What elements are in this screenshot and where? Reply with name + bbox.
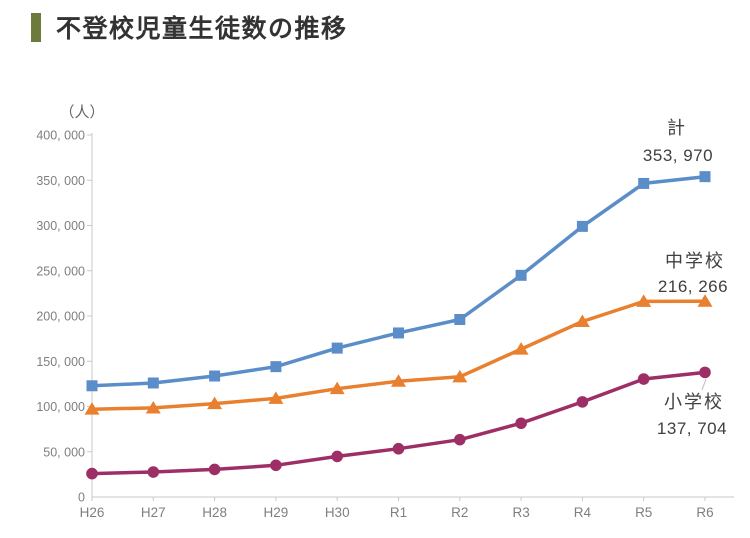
x-tick-label: R5 [635, 505, 652, 520]
data-point-triangle [329, 381, 345, 395]
series-label-total: 計 [667, 118, 687, 138]
x-tick-label: R2 [451, 505, 468, 520]
data-point-circle [270, 459, 282, 472]
y-tick-label: 50, 000 [43, 445, 85, 459]
data-point-circle [515, 417, 527, 430]
data-point-square [209, 370, 221, 382]
y-tick-label: 350, 000 [36, 174, 85, 188]
series-label-junior-high: 中学校 [665, 251, 725, 271]
x-tick-label: H28 [202, 505, 227, 520]
data-point-triangle [268, 391, 284, 404]
y-tick-label: 150, 000 [36, 355, 85, 369]
series-value-junior-high: 216, 266 [658, 277, 728, 296]
series-label-elementary: 小学校 [664, 392, 724, 412]
y-axis-unit-label: （人） [59, 104, 104, 121]
data-point-triangle [636, 294, 652, 307]
x-tick-label: R3 [512, 505, 529, 520]
x-tick-label: H27 [141, 505, 166, 520]
data-point-square [270, 361, 282, 373]
elementary-label-leader-line [701, 378, 707, 391]
y-tick-label: 250, 000 [36, 264, 85, 278]
data-point-triangle [574, 314, 590, 327]
data-point-square [331, 342, 343, 354]
data-point-circle [331, 450, 344, 463]
y-tick-label: 400, 000 [36, 129, 85, 143]
y-tick-label: 100, 000 [36, 400, 85, 414]
data-point-square [86, 380, 98, 392]
x-tick-label: H30 [325, 505, 350, 520]
data-point-triangle [207, 396, 223, 410]
data-point-circle [576, 396, 589, 408]
data-point-triangle [145, 400, 161, 414]
data-point-circle [699, 366, 711, 379]
series-line-0 [90, 174, 707, 388]
series-value-elementary: 137, 704 [657, 419, 727, 438]
y-tick-label: 0 [78, 491, 85, 505]
x-tick-label: H29 [264, 505, 289, 520]
data-point-square [638, 177, 650, 189]
x-tick-label: R6 [696, 505, 713, 520]
chart-annotations: （人） 計 353, 970 中学校 216, 266 小学校 137, 704 [59, 104, 728, 438]
data-point-circle [637, 373, 650, 385]
data-point-triangle [452, 369, 468, 383]
title-accent-bar-icon [31, 12, 41, 42]
chart-axes: 0 50, 000 100, 000 150, 000 200, 000 250, 000… [36, 129, 734, 520]
data-point-square [515, 269, 527, 281]
data-point-circle [86, 467, 98, 480]
data-point-square [393, 327, 404, 339]
data-point-circle [147, 466, 160, 478]
data-point-circle [392, 442, 405, 455]
x-tick-label: R4 [574, 505, 592, 520]
data-point-triangle [391, 374, 406, 387]
data-point-circle [454, 433, 466, 446]
x-tick-label: H26 [80, 505, 105, 520]
data-point-triangle [84, 402, 100, 415]
chart-header: 不登校児童生徒数の推移 [31, 11, 348, 43]
series-value-total: 353, 970 [643, 146, 713, 165]
data-point-circle [208, 463, 221, 476]
data-point-square [699, 171, 711, 183]
y-tick-label: 300, 000 [36, 219, 85, 233]
x-tick-label: R1 [390, 505, 407, 520]
series-line-2 [90, 370, 707, 476]
data-point-triangle [697, 294, 713, 307]
y-tick-label: 200, 000 [36, 310, 85, 324]
data-point-square [454, 314, 466, 326]
data-point-triangle [513, 342, 529, 355]
page-title: 不登校児童生徒数の推移 [56, 15, 348, 43]
data-point-square [147, 377, 159, 389]
data-point-square [576, 220, 588, 232]
series-line-1 [90, 299, 707, 411]
chart-series [84, 171, 713, 480]
